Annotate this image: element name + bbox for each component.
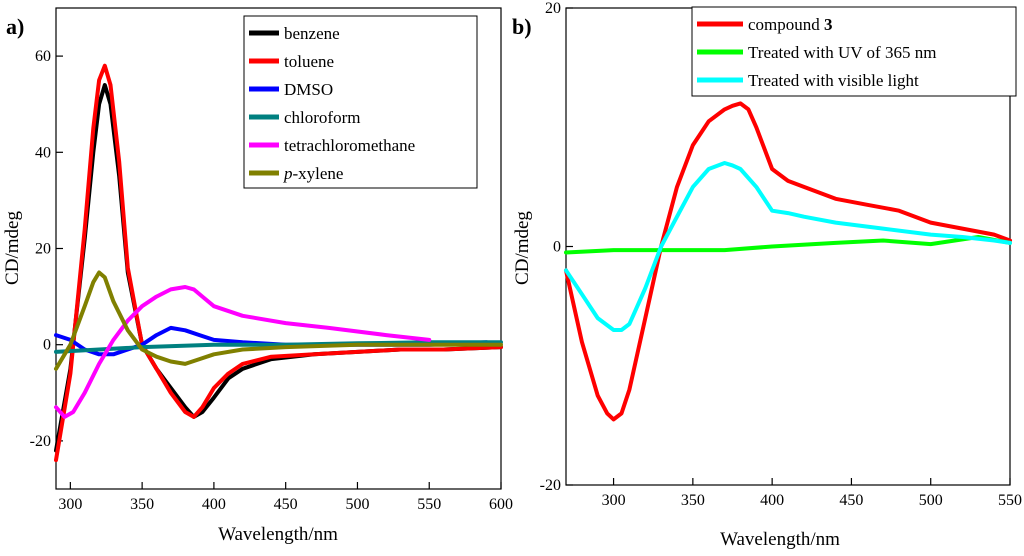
legend-box-b [691,6,1017,97]
legend-label-a-2: DMSO [284,80,333,99]
legend-box-a [243,15,478,189]
x-tick-label-b-350: 350 [681,492,705,509]
x-tick-label-a-550: 550 [417,496,441,513]
y-tick-label-a--20: -20 [30,433,51,450]
y-axis-title-a: CD/mdeg [2,211,23,285]
x-tick-label-b-450: 450 [839,492,863,509]
x-tick-label-a-350: 350 [130,496,154,513]
series-line-a-5 [54,270,503,371]
series-line-a-1 [54,63,503,463]
y-tick-label-a-60: 60 [35,48,51,65]
x-tick-label-b-300: 300 [602,492,626,509]
series-line-a-4 [54,285,432,419]
x-axis-title-b: Wavelength/nm [720,529,840,550]
series-line-b-0 [564,101,1012,422]
series-line-b-2 [564,161,1012,332]
x-tick-label-b-500: 500 [919,492,943,509]
y-tick-label-a-20: 20 [35,241,51,258]
panel-label-a: a) [6,14,24,39]
y-tick-label-b--20: -20 [540,477,561,494]
x-axis-title-a: Wavelength/nm [218,524,338,545]
y-tick-label-a-40: 40 [35,144,51,161]
x-tick-label-a-450: 450 [274,496,298,513]
x-tick-label-a-300: 300 [58,496,82,513]
legend-label-a-1: toluene [284,52,334,71]
legend-label-b-0: compound 3 [748,15,833,34]
x-tick-label-b-550: 550 [998,492,1022,509]
series-line-b-1 [564,235,1012,255]
panel-a: a) Wavelength/nm CD/mdeg 300 350 400 450 500… [2,7,513,545]
x-tick-label-a-600: 600 [489,496,513,513]
x-tick-label-a-400: 400 [202,496,226,513]
legend-label-a-4: tetrachloromethane [284,136,415,155]
x-tick-label-a-500: 500 [345,496,369,513]
y-tick-label-a-0: 0 [43,337,51,354]
y-tick-label-b-0: 0 [553,239,561,256]
y-axis-title-b: CD/mdeg [512,211,533,285]
x-tick-label-b-400: 400 [760,492,784,509]
panel-label-b: b) [512,14,532,39]
legend-label-a-0: benzene [284,24,340,43]
legend-label-a-3: chloroform [284,108,360,127]
legend-label-b-1: Treated with UV of 365 nm [748,43,936,62]
panel-b: b) Wavelength/nm CD/mdeg 300 350 400 450 500… [512,0,1022,550]
y-tick-label-b-20: 20 [545,0,561,17]
legend-label-b-2: Treated with visible light [748,71,919,90]
legend-label-a-5: p-xylene [283,164,343,183]
